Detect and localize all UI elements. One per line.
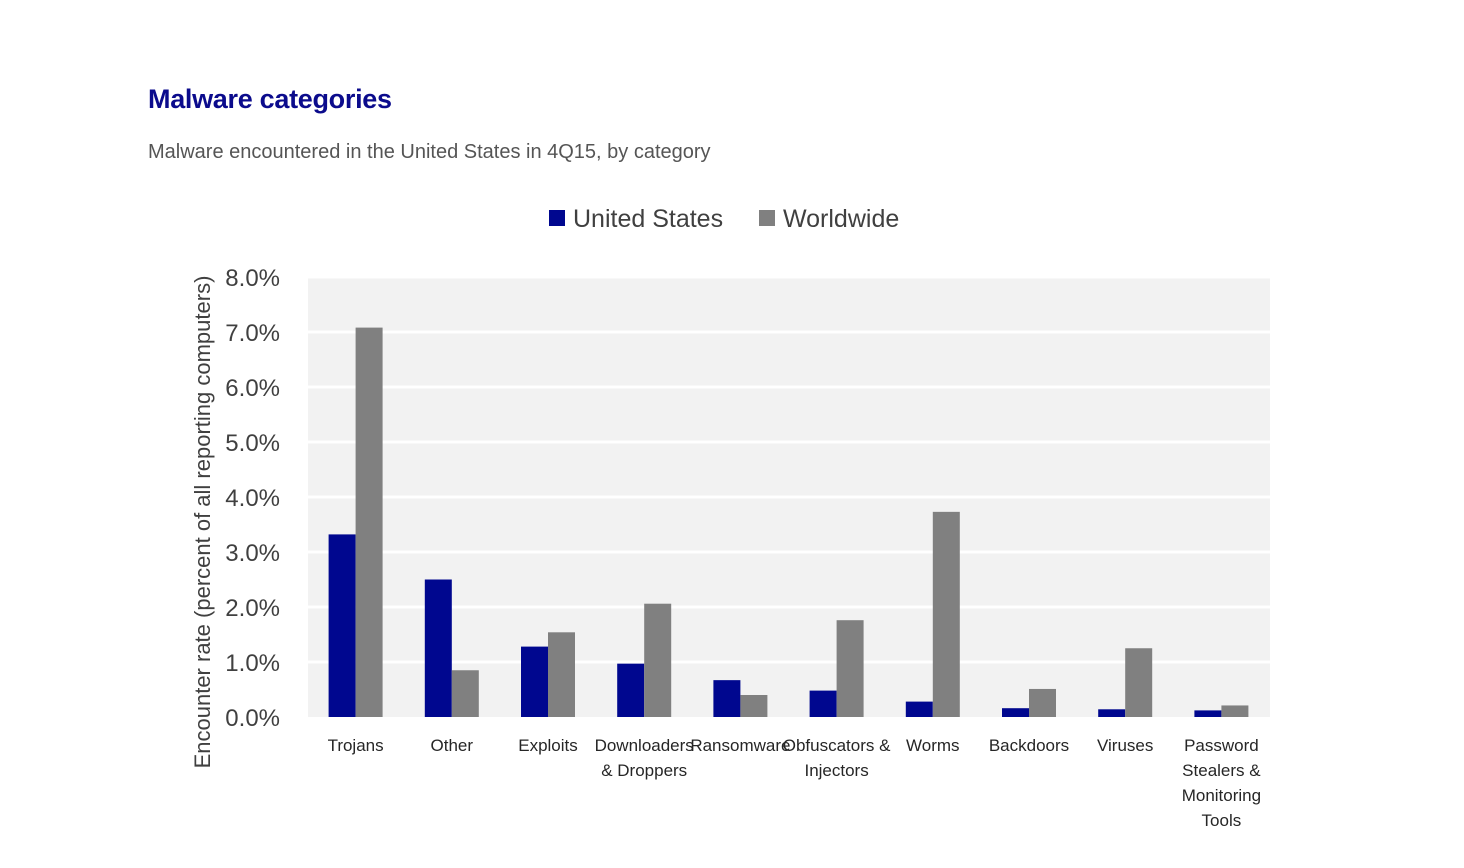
- x-tick-label: Obfuscators & Injectors: [783, 736, 891, 780]
- legend-label-united-states: United States: [573, 205, 723, 233]
- x-tick-label-line: & Droppers: [601, 761, 687, 780]
- x-tick-label-line: Injectors: [804, 761, 868, 780]
- x-tick-label-line: Exploits: [518, 736, 578, 755]
- bar-worldwide: [451, 670, 479, 717]
- chart-title: Malware categories: [148, 84, 392, 114]
- x-tick-label: Trojans: [328, 736, 384, 755]
- x-tick-label: Backdoors: [989, 736, 1069, 755]
- bar-united-states: [424, 579, 452, 717]
- x-tick-label: Password Stealers & Monitoring Tools: [1182, 736, 1262, 830]
- gridlines: [308, 275, 1270, 664]
- bar-united-states: [905, 701, 933, 717]
- x-axis-ticks: Trojans Other Exploits Downloaders & Dropper…: [328, 736, 1262, 830]
- y-axis-ticks: 0.0% 1.0% 2.0% 3.0% 4.0% 5.0% 6.0% 7.0% 8.0%: [225, 265, 280, 732]
- bar-worldwide: [740, 695, 768, 717]
- bar-worldwide: [1029, 688, 1056, 717]
- x-tick-label: Exploits: [518, 736, 578, 755]
- legend: United States Worldwide: [549, 205, 899, 233]
- x-tick-label: Other: [431, 736, 474, 755]
- bar-worldwide: [932, 511, 960, 717]
- x-tick-label: Ransomware: [690, 736, 790, 755]
- bar-united-states: [328, 534, 356, 717]
- bar-united-states: [713, 680, 741, 717]
- bar-worldwide: [836, 620, 864, 717]
- y-tick-label: 3.0%: [225, 540, 280, 567]
- bar-worldwide: [644, 603, 672, 717]
- y-tick-label: 7.0%: [225, 320, 280, 347]
- y-tick-label: 8.0%: [225, 265, 280, 292]
- legend-swatch-worldwide: [759, 210, 775, 226]
- bar-united-states: [809, 690, 837, 717]
- x-tick-label-line: Downloaders: [595, 736, 694, 755]
- bars: [328, 327, 1249, 717]
- y-tick-label: 0.0%: [225, 705, 280, 732]
- x-tick-label-line: Obfuscators &: [783, 736, 891, 755]
- bar-worldwide: [548, 632, 575, 717]
- bar-worldwide: [1125, 648, 1153, 717]
- chart-subtitle: Malware encountered in the United States…: [148, 141, 711, 163]
- bar-united-states: [521, 646, 548, 717]
- bar-united-states: [617, 663, 645, 717]
- x-tick-label-line: Tools: [1202, 811, 1242, 830]
- x-tick-label-line: Monitoring: [1182, 786, 1261, 805]
- y-tick-label: 6.0%: [225, 375, 280, 402]
- x-tick-label-line: Trojans: [328, 736, 384, 755]
- x-tick-label-line: Worms: [906, 736, 960, 755]
- bar-united-states: [1098, 709, 1126, 717]
- x-tick-label: Worms: [906, 736, 960, 755]
- legend-swatch-united-states: [549, 210, 565, 226]
- x-tick-label-line: Backdoors: [989, 736, 1069, 755]
- bar-worldwide: [355, 327, 383, 717]
- x-tick-label-line: Viruses: [1097, 736, 1153, 755]
- y-tick-label: 4.0%: [225, 485, 280, 512]
- x-tick-label: Downloaders & Droppers: [595, 736, 694, 780]
- x-tick-label-line: Ransomware: [690, 736, 790, 755]
- x-tick-label-line: Stealers &: [1182, 761, 1261, 780]
- x-tick-label-line: Password: [1184, 736, 1259, 755]
- bar-united-states: [1194, 710, 1222, 717]
- bar-united-states: [1002, 708, 1029, 717]
- x-tick-label-line: Other: [431, 736, 474, 755]
- y-tick-label: 5.0%: [225, 430, 280, 457]
- legend-label-worldwide: Worldwide: [783, 205, 899, 233]
- x-tick-label: Viruses: [1097, 736, 1153, 755]
- y-axis-label: Encounter rate (percent of all reporting…: [190, 276, 215, 769]
- y-tick-label: 1.0%: [225, 650, 280, 677]
- y-tick-label: 2.0%: [225, 595, 280, 622]
- bar-worldwide: [1221, 705, 1249, 717]
